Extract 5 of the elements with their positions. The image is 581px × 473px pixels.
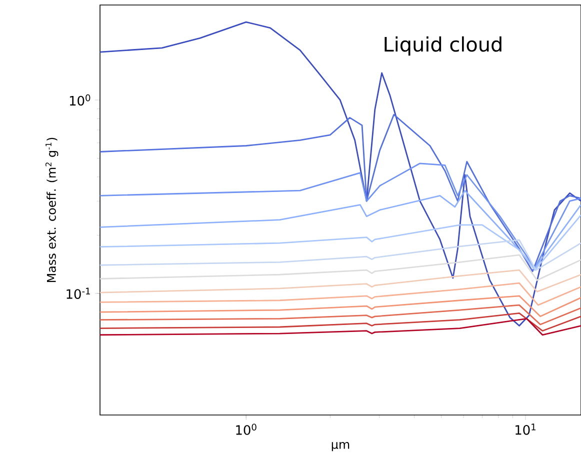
y-axis-title: Mass ext. coeff. (m$^{2}$ g$^{-1}$) [45,138,58,282]
y-tick-label: 10$^{-1}$ [66,288,90,299]
annotation: Liquid cloud [384,36,502,56]
x-axis-title: μm [332,442,350,452]
x-tick-label: 10$^{1}$ [516,424,536,435]
